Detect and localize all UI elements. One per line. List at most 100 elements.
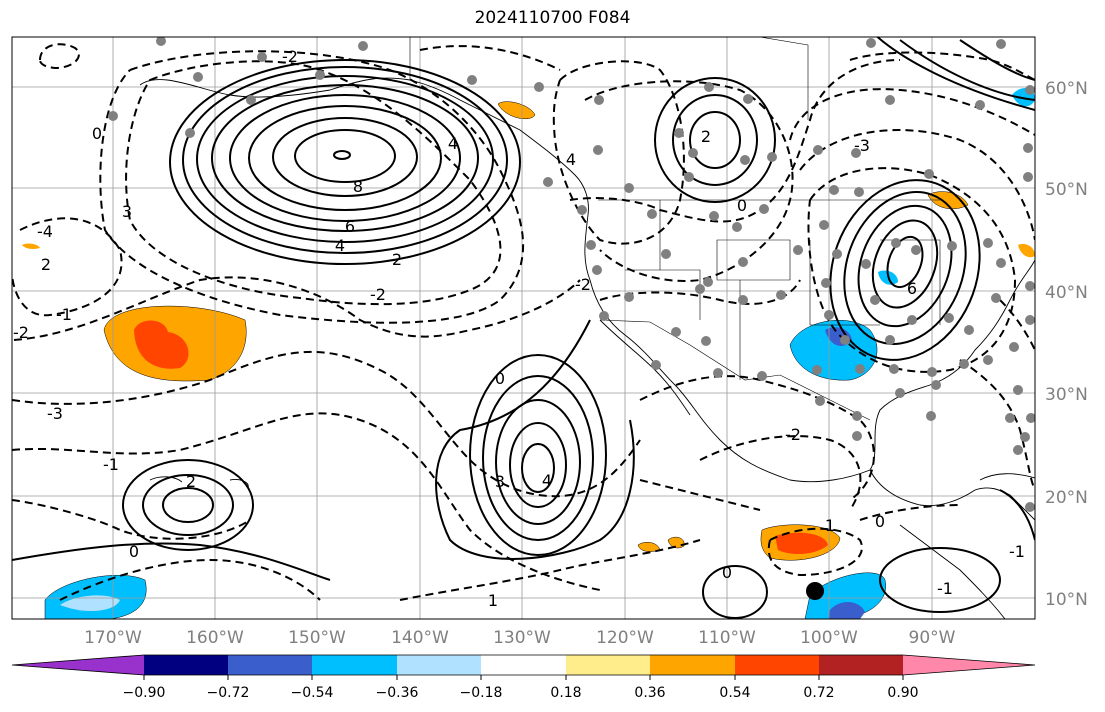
high-pressure-contour (196, 75, 494, 243)
contour-label: 0 (495, 369, 505, 388)
lon-label: 120°W (596, 628, 654, 648)
high-pressure-contour (169, 59, 521, 265)
contour-label: 6 (345, 217, 355, 236)
contour-label: 6 (907, 279, 917, 298)
lat-label: 10°N (1045, 590, 1088, 610)
contour-label: 2 (392, 250, 402, 269)
contour-label: 4 (542, 471, 552, 490)
contour-label: -2 (370, 285, 386, 304)
low-pressure-contour (843, 191, 967, 345)
solid-contours (12, 37, 1035, 619)
contour-labels: 8 6 4 2 0 -2 3 -4 2 4 -3 -1 2 0 -2 1 0 -… (13, 47, 1025, 610)
contour-label: 3 (122, 202, 132, 221)
contour-label: 0 (129, 542, 139, 561)
colorbar: −0.90 −0.72 −0.54 −0.36 −0.18 0.18 0.36 … (11, 654, 1036, 701)
colorbar-segment (144, 655, 228, 675)
low-pressure-contour (829, 179, 981, 361)
high-pressure-contour (689, 111, 741, 169)
contour-label: 3 (495, 472, 505, 491)
map-title: 2024110700 F084 (474, 8, 631, 28)
contour-label: -2 (13, 323, 29, 342)
station-dots (108, 37, 1035, 512)
colorbar-tick-label: 0.54 (719, 685, 750, 701)
lat-label: 40°N (1045, 283, 1088, 303)
colorbar-segment (397, 655, 481, 675)
colorbar-tick-label: −0.36 (376, 685, 419, 701)
colorbar-tick-label: 0.90 (887, 685, 918, 701)
high-pressure-contour (211, 84, 479, 232)
high-pressure-contour (122, 459, 254, 551)
shaded-region-darkblue (828, 601, 865, 619)
shaded-region-red (134, 320, 189, 369)
high-pressure-contour (495, 399, 581, 525)
longitude-labels: 170°W 160°W 150°W 140°W 130°W 120°W 110°… (84, 628, 956, 648)
low-pressure-contour (857, 204, 953, 328)
low-pressure-contour (886, 235, 924, 289)
colorbar-tick-label: −0.90 (123, 685, 166, 701)
lon-label: 110°W (698, 628, 756, 648)
contour-label: -1 (1009, 542, 1025, 561)
lon-label: 170°W (84, 628, 142, 648)
high-pressure-contour (702, 565, 768, 619)
lon-label: 160°W (186, 628, 244, 648)
contour-label: 0 (737, 196, 747, 215)
colorbar-tick-label: 0.18 (550, 685, 581, 701)
shaded-region-lightblue (60, 595, 120, 612)
high-pressure-contour (333, 150, 351, 160)
colorbar-segment (819, 655, 903, 675)
lon-label: 90°W (909, 628, 956, 648)
lat-label: 60°N (1045, 79, 1088, 99)
high-pressure-contour (182, 66, 508, 254)
contour-label: 4 (448, 134, 458, 153)
colorbar-tick-label: −0.18 (460, 685, 503, 701)
contour-label: 2 (41, 255, 51, 274)
lon-label: 140°W (391, 628, 449, 648)
contour-label: 0 (875, 512, 885, 531)
high-pressure-contour (521, 443, 555, 493)
lat-label: 20°N (1045, 488, 1088, 508)
contour-label: -3 (854, 136, 870, 155)
colorbar-segment (650, 655, 735, 675)
lon-label: 150°W (288, 628, 346, 648)
high-pressure-contour (482, 375, 594, 541)
contour-label: 2 (186, 472, 196, 491)
contour-label: -4 (37, 222, 53, 241)
high-pressure-contour (509, 422, 567, 508)
lon-label: 100°W (800, 628, 858, 648)
high-pressure-contour (469, 354, 607, 556)
shaded-region-orange (667, 536, 685, 549)
high-pressure-contour (879, 547, 1001, 613)
lat-label: 50°N (1045, 180, 1088, 200)
colorbar-segment (228, 655, 312, 675)
high-pressure-contour (672, 94, 758, 186)
colorbar-segment (12, 655, 144, 675)
dashed-contours (12, 43, 1035, 601)
high-pressure-contour (229, 94, 461, 222)
contour-label: -2 (575, 275, 591, 294)
shaded-region-orange (22, 243, 40, 249)
shaded-region-orange (497, 101, 536, 119)
high-pressure-contour (272, 117, 418, 197)
contour-label: 0 (722, 563, 732, 582)
high-pressure-contour (654, 77, 776, 203)
colorbar-segment (312, 655, 397, 675)
contour-label: 8 (353, 177, 363, 196)
colorbar-tick-label: −0.72 (207, 685, 250, 701)
high-pressure-contour (162, 487, 214, 523)
colorbar-segment (566, 655, 650, 675)
lat-label: 30°N (1045, 385, 1088, 405)
high-pressure-contour (248, 105, 442, 211)
contour-label: 1 (488, 591, 498, 610)
colorbar-segment (735, 655, 819, 675)
contour-label: 0 (92, 124, 102, 143)
contour-label: 4 (335, 236, 345, 255)
lon-label: 130°W (493, 628, 551, 648)
contour-label: -1 (56, 305, 72, 324)
contour-label: 2 (701, 127, 711, 146)
shaded-anomaly-fields (22, 88, 1035, 619)
shaded-region-orange (927, 191, 969, 210)
colorbar-tick-label: −0.54 (291, 685, 334, 701)
contour-label: -2 (785, 425, 801, 444)
contour-label: 1 (825, 516, 835, 535)
